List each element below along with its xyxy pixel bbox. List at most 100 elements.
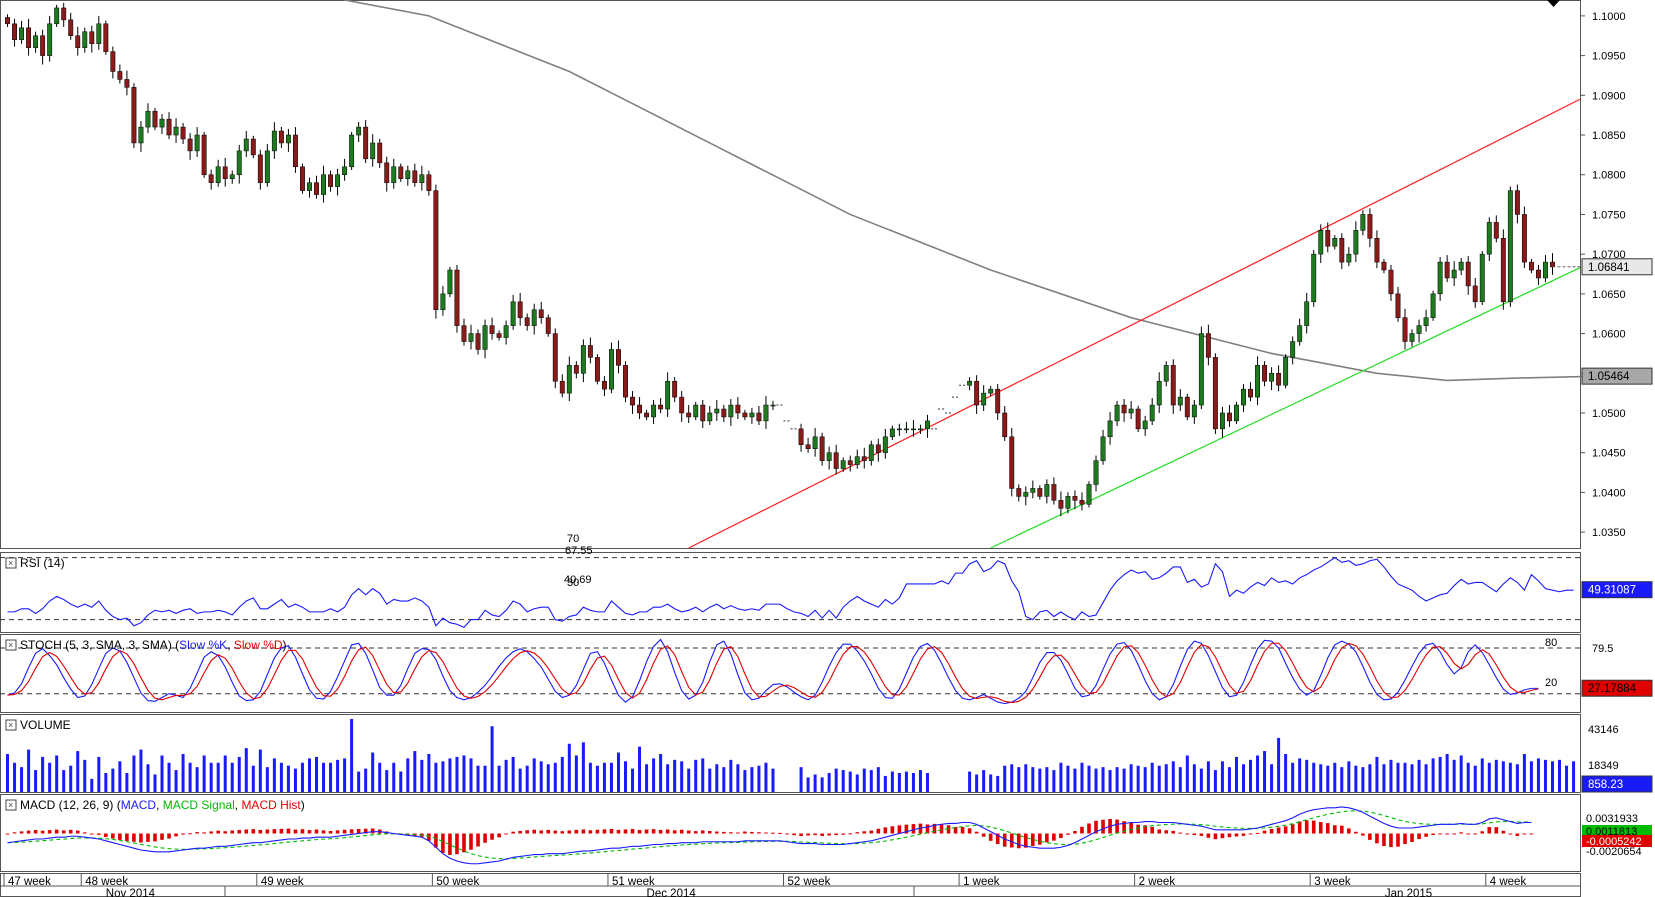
macd-hist-bar — [328, 830, 333, 834]
volume-bar — [1508, 762, 1512, 792]
volume-bar — [1178, 767, 1182, 792]
macd-hist-bar — [40, 830, 45, 834]
volume-bar — [1052, 770, 1056, 792]
rsi-axis-label: 40.69 — [564, 574, 592, 586]
volume-bar — [476, 765, 480, 792]
macd-axis-label: 0.0031933 — [1586, 813, 1638, 825]
volume-bar — [1256, 755, 1260, 792]
candle-body — [1135, 408, 1141, 430]
candle-body — [545, 317, 551, 334]
volume-bar — [715, 764, 719, 792]
volume-bar — [1522, 754, 1526, 792]
macd-hist-bar — [1522, 833, 1527, 835]
volume-bar — [982, 770, 986, 792]
candle-body — [1079, 500, 1085, 505]
candle-body — [40, 35, 46, 56]
candle-body — [110, 51, 116, 72]
candle-body — [651, 404, 657, 418]
week-label: 52 week — [788, 876, 831, 888]
stoch-toggle-icon[interactable] — [5, 639, 17, 651]
volume-bar — [1157, 765, 1161, 792]
volume-bar — [244, 748, 248, 792]
candle-body — [609, 349, 614, 390]
candle-body — [903, 428, 909, 431]
macd-toggle-icon[interactable] — [5, 799, 17, 811]
volume-bar — [300, 762, 304, 792]
macd-hist-bar — [497, 833, 501, 838]
volume-bar — [876, 767, 880, 792]
volume-bar — [1010, 764, 1014, 792]
volume-bar — [125, 773, 129, 792]
volume-bar — [1340, 767, 1344, 792]
macd-hist-bar — [686, 830, 691, 834]
macd-hist-bar — [525, 830, 529, 834]
candle-body — [1219, 412, 1225, 430]
candle-body — [96, 23, 102, 44]
rsi-axis-label: 70 — [567, 533, 579, 545]
macd-hist-bar — [1311, 820, 1316, 834]
macd-hist-bar — [995, 833, 1000, 845]
stoch-current-label-box — [1581, 679, 1653, 697]
volume-bar — [188, 762, 192, 792]
candle-body — [1479, 253, 1485, 303]
volume-bar — [532, 758, 536, 792]
candle-body — [1023, 492, 1029, 497]
macd-hist-bar — [1248, 833, 1253, 835]
macd-hist-bar — [925, 824, 930, 834]
candle-body — [243, 138, 249, 152]
volume-toggle-icon[interactable] — [5, 719, 17, 731]
macd-hist-bar — [12, 832, 17, 834]
candle-body — [1514, 190, 1520, 215]
macd-hist-bar — [1529, 833, 1534, 835]
volume-axis-label: 43146 — [1588, 724, 1619, 736]
volume-bar — [771, 768, 775, 792]
volume-bar — [293, 768, 297, 792]
rsi-toggle-icon[interactable] — [5, 557, 17, 569]
volume-bar — [1185, 755, 1189, 792]
candle-body — [1142, 420, 1148, 430]
macd-hist-bar — [981, 833, 986, 837]
candle-body — [875, 444, 881, 453]
macd-hist-bar — [651, 829, 656, 834]
volume-bar — [392, 762, 396, 792]
macd-hist-bar — [1143, 825, 1147, 834]
candle-body — [1451, 269, 1457, 279]
macd-hist-bar — [1234, 833, 1239, 837]
volume-current-label-box — [1581, 775, 1653, 793]
series-line — [7, 556, 1574, 629]
volume-bar — [918, 770, 922, 792]
macd-hist-bar — [792, 833, 796, 836]
macd-title: MACD (12, 26, 9) — [20, 798, 113, 812]
volume-bar — [1073, 768, 1077, 792]
macd-axis-label: -0.0005242 — [1586, 836, 1642, 848]
candle-body — [573, 365, 579, 374]
volume-bar — [968, 771, 972, 792]
candle-body — [1416, 325, 1422, 334]
macd-hist-bar — [1431, 833, 1435, 835]
time-axis: 47 week 48 week 49 week 50 week 51 week 52 we… — [0, 873, 1581, 897]
volume-bar — [645, 764, 649, 792]
candle-body — [482, 325, 488, 350]
candle-body — [426, 174, 432, 191]
macd-hist-bar — [61, 830, 66, 834]
volume-bar — [1164, 764, 1168, 792]
macd-hist-bar — [1459, 832, 1463, 834]
week-label: 1 week — [963, 876, 1000, 888]
macd-hist-bar — [855, 832, 860, 834]
candle-body — [637, 404, 642, 414]
volume-bar — [764, 762, 768, 792]
volume-bar — [378, 762, 382, 792]
volume-bar — [1136, 765, 1140, 792]
macd-hist-bar — [1417, 833, 1421, 840]
volume-bar — [181, 754, 185, 792]
candle-body — [1550, 261, 1555, 268]
macd-hist-bar — [1157, 829, 1162, 834]
ma-price-label: 1.05464 — [1588, 371, 1630, 383]
candle-body — [412, 170, 418, 183]
candle-body — [1486, 222, 1492, 255]
candle-body — [1128, 408, 1134, 414]
volume-bar — [69, 765, 73, 792]
volume-bar — [1045, 767, 1049, 792]
stoch-title: STOCH (5, 3, SMA, 3, SMA) — [20, 638, 172, 652]
